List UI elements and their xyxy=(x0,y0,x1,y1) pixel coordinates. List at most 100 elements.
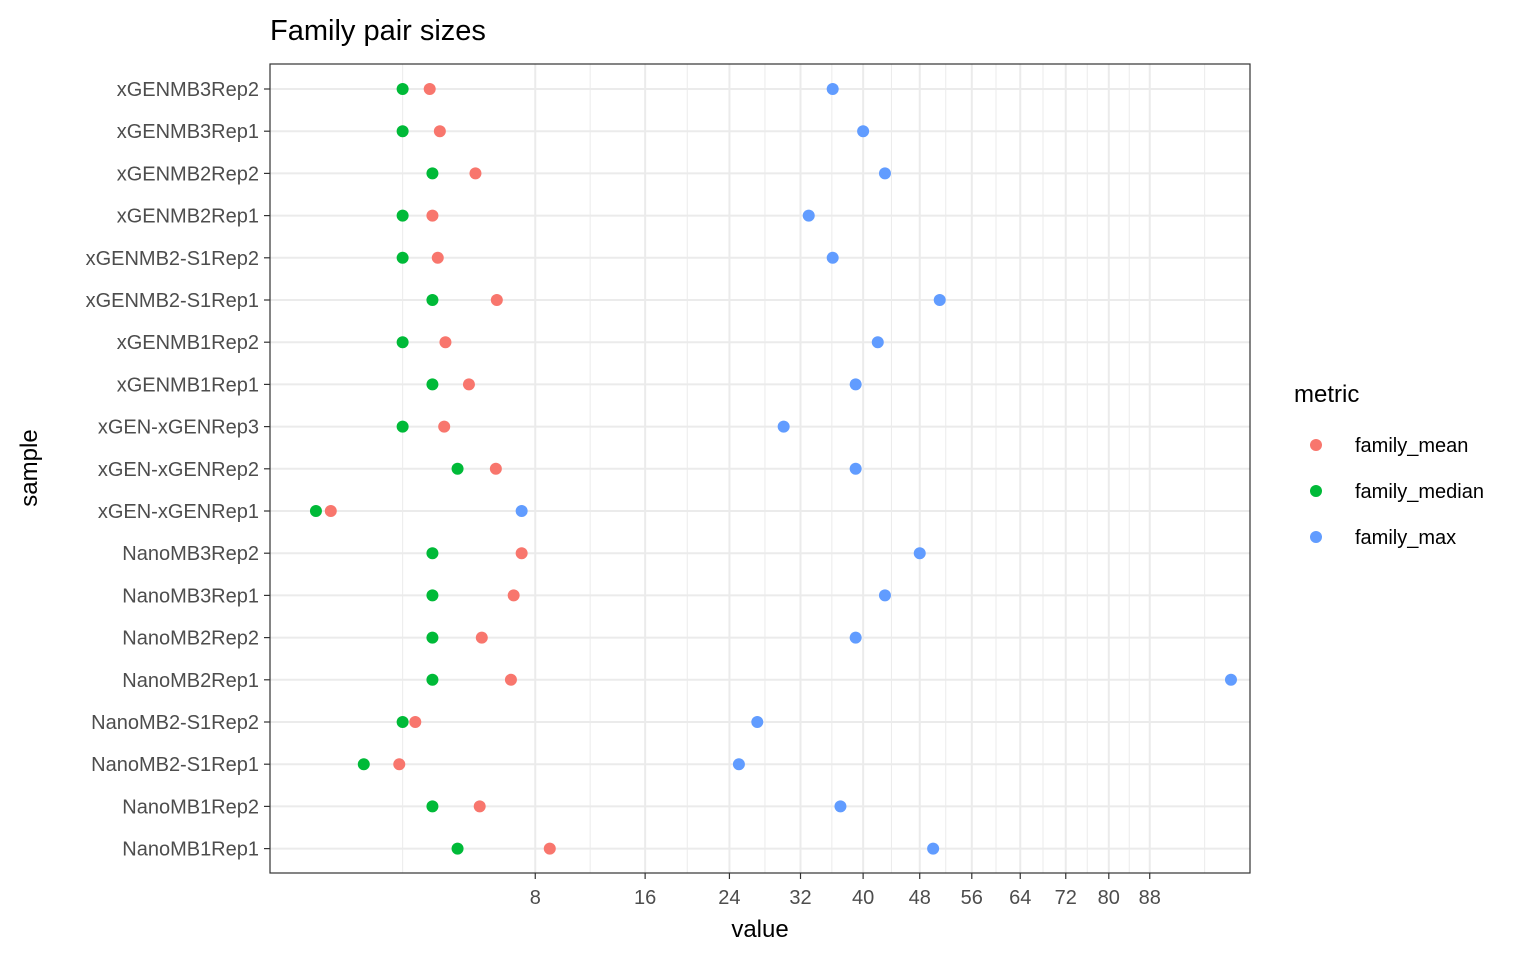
point-family-mean xyxy=(490,294,503,306)
point-family-max xyxy=(857,125,870,138)
point-family-median xyxy=(396,336,409,349)
y-axis-title: sample xyxy=(16,429,43,506)
x-tick-label: 72 xyxy=(1055,887,1077,909)
legend-key-family-median xyxy=(1310,485,1322,497)
legend-item-family-max: family_max xyxy=(1310,527,1456,549)
point-family-mean xyxy=(507,589,520,602)
point-family-median xyxy=(357,758,370,771)
point-family-max xyxy=(732,758,745,771)
point-family-mean xyxy=(489,462,502,475)
x-tick-label: 80 xyxy=(1098,887,1120,909)
y-tick-label: NanoMB2-S1Rep1 xyxy=(91,754,259,776)
legend-key-family-max xyxy=(1310,531,1322,543)
x-tick-label: 16 xyxy=(634,887,656,909)
y-tick-label: NanoMB2-S1Rep2 xyxy=(91,712,259,734)
point-family-median xyxy=(426,631,439,644)
plot-panel-border xyxy=(269,63,1251,874)
x-tick-label: 64 xyxy=(1009,887,1031,909)
point-family-mean xyxy=(469,167,482,180)
legend-label-family-median: family_median xyxy=(1355,481,1484,503)
point-family-mean xyxy=(438,420,451,433)
y-tick-label: xGEN-xGENRep1 xyxy=(98,501,259,523)
y-tick-label: xGEN-xGENRep2 xyxy=(98,459,259,481)
chart-title: Family pair sizes xyxy=(270,15,486,47)
point-family-max xyxy=(777,420,790,433)
point-family-median xyxy=(426,673,439,686)
legend-item-family-mean: family_mean xyxy=(1310,435,1468,457)
grid xyxy=(270,64,1250,873)
y-tick-label: NanoMB2Rep1 xyxy=(122,670,259,692)
point-family-median xyxy=(309,505,322,517)
point-family-median xyxy=(396,251,409,264)
point-family-median xyxy=(426,589,439,602)
point-family-median xyxy=(396,716,409,728)
point-family-median xyxy=(426,167,439,180)
point-family-mean xyxy=(473,800,486,813)
point-family-mean xyxy=(439,336,452,349)
point-family-mean xyxy=(515,547,528,560)
x-tick-label: 32 xyxy=(789,887,811,909)
point-family-mean xyxy=(462,378,475,391)
y-tick-label: NanoMB3Rep1 xyxy=(122,585,259,607)
legend: metric family_mean family_median family_… xyxy=(1294,381,1484,549)
x-tick-label: 24 xyxy=(718,887,740,909)
y-tick-label: xGENMB2Rep2 xyxy=(117,163,259,185)
point-family-max xyxy=(849,378,862,391)
x-tick-label: 56 xyxy=(961,887,983,909)
point-family-median xyxy=(451,842,464,855)
y-tick-label: xGENMB1Rep1 xyxy=(117,374,259,396)
y-tick-label: xGEN-xGENRep3 xyxy=(98,417,259,439)
point-family-max xyxy=(1224,673,1237,686)
point-family-max xyxy=(878,589,891,602)
point-family-mean xyxy=(409,716,422,728)
point-family-mean xyxy=(426,209,439,222)
legend-label-family-mean: family_mean xyxy=(1355,435,1468,457)
y-tick-label: NanoMB3Rep2 xyxy=(122,543,259,565)
y-tick-label: xGENMB2Rep1 xyxy=(117,206,259,228)
y-tick-label: xGENMB2-S1Rep2 xyxy=(86,248,259,270)
point-family-median xyxy=(396,209,409,222)
point-family-mean xyxy=(423,83,436,95)
point-family-median xyxy=(426,294,439,306)
point-family-median xyxy=(396,83,409,95)
legend-label-family-max: family_max xyxy=(1355,527,1456,549)
y-tick-label: NanoMB1Rep2 xyxy=(122,796,259,818)
axis-ticks: 8 16 24 32 40 48 56 64 72 80 88 xGENMB3Rep2 xGENMB3R… xyxy=(86,79,1161,909)
point-family-max xyxy=(878,167,891,180)
legend-title: metric xyxy=(1294,381,1359,408)
point-family-max xyxy=(751,716,764,728)
point-family-mean xyxy=(543,842,556,855)
point-family-max xyxy=(826,83,839,95)
point-family-median xyxy=(426,547,439,560)
point-family-mean xyxy=(433,125,446,138)
point-family-mean xyxy=(393,758,406,771)
point-family-median xyxy=(426,800,439,813)
point-family-mean xyxy=(475,631,488,644)
y-tick-label: NanoMB1Rep1 xyxy=(122,839,259,861)
point-family-max xyxy=(933,294,946,306)
y-tick-label: xGENMB3Rep2 xyxy=(117,79,259,101)
legend-item-family-median: family_median xyxy=(1310,481,1484,503)
point-family-mean xyxy=(431,251,444,264)
point-family-median xyxy=(396,420,409,433)
x-tick-label: 8 xyxy=(530,887,541,909)
point-family-median xyxy=(451,462,464,475)
point-family-max xyxy=(515,505,528,517)
y-tick-label: xGENMB2-S1Rep1 xyxy=(86,290,259,312)
point-family-mean xyxy=(324,505,337,517)
x-tick-label: 88 xyxy=(1139,887,1161,909)
point-family-max xyxy=(849,631,862,644)
y-tick-label: NanoMB2Rep2 xyxy=(122,628,259,650)
point-family-max xyxy=(802,209,815,222)
point-family-mean xyxy=(504,673,517,686)
data-points xyxy=(309,83,1237,855)
point-family-max xyxy=(834,800,847,813)
point-family-median xyxy=(396,125,409,138)
point-family-max xyxy=(871,336,884,349)
x-tick-label: 48 xyxy=(909,887,931,909)
legend-key-family-mean xyxy=(1310,439,1322,451)
point-family-median xyxy=(426,378,439,391)
point-family-max xyxy=(927,842,940,855)
